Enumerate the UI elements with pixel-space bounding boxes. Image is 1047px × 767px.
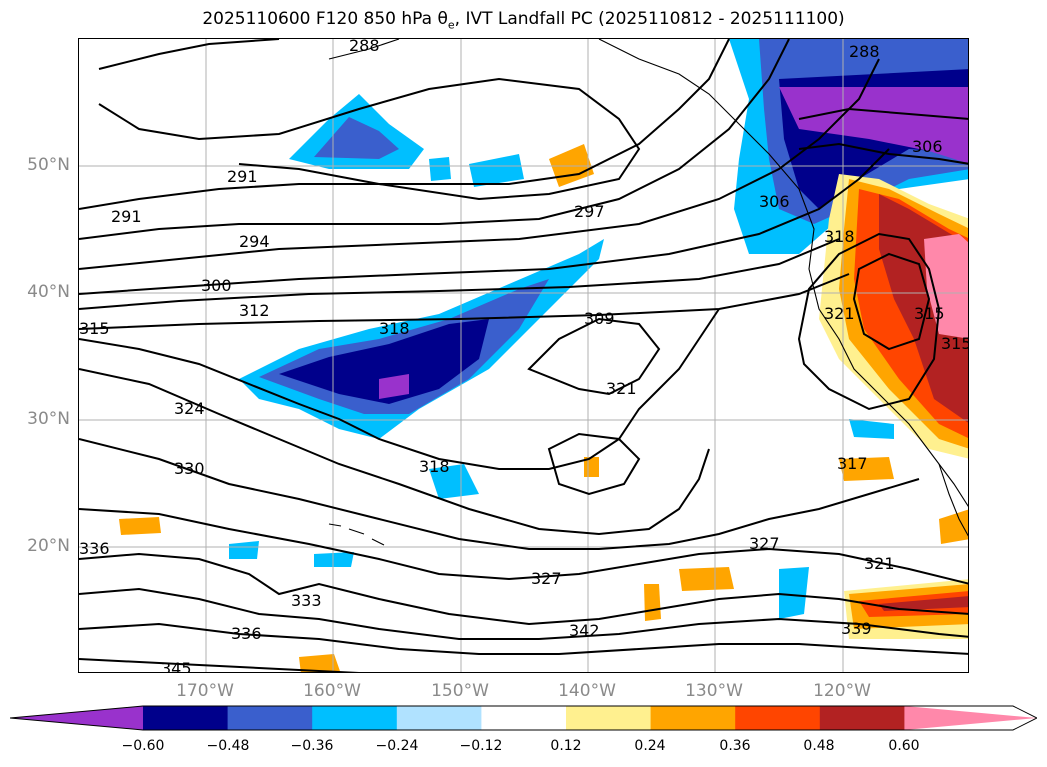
colorbar-swatch: [10, 706, 143, 730]
contour-label: 324: [174, 399, 205, 418]
contour-label: 318: [379, 319, 410, 338]
contour-label: 288: [849, 42, 880, 61]
shade-neg-nw-3: [469, 154, 524, 187]
contour-label: 294: [239, 232, 270, 251]
contour-label: 336: [231, 624, 262, 643]
lon-tick-label: 120°W: [813, 681, 871, 701]
map-gridlines: [79, 39, 968, 672]
contour-label: 330: [174, 459, 205, 478]
contour-label: 339: [841, 619, 872, 638]
shade-pos-coast-pink: [924, 234, 968, 339]
shade-pos-small-8: [939, 509, 968, 544]
colorbar-swatch: [735, 706, 821, 730]
shade-neg-small-3: [314, 552, 354, 567]
coastlines: [328, 39, 968, 546]
contour-label: 321: [606, 379, 637, 398]
lon-tick-label: 150°W: [431, 681, 489, 701]
shade-neg-band-purple: [379, 374, 409, 399]
colorbar-fills: [10, 706, 1037, 730]
contour-label: 317: [837, 454, 868, 473]
contour-label: 297: [574, 202, 605, 221]
coast-alaska: [328, 39, 800, 190]
contour-label: 288: [349, 39, 380, 55]
colorbar-swatch: [481, 706, 567, 730]
shade-pos-small-2: [119, 517, 161, 535]
lon-tick-label: 130°W: [685, 681, 743, 701]
contour-label: 345: [161, 659, 192, 673]
contour-label: 327: [531, 569, 562, 588]
shade-neg-small-1: [429, 464, 479, 499]
contour-label: 306: [912, 137, 943, 156]
colorbar-tick-label: −0.48: [206, 738, 250, 754]
colorbar-swatch: [143, 706, 229, 730]
contour-label: 318: [419, 457, 450, 476]
contour-label: 315: [914, 304, 945, 323]
coast-baja: [938, 463, 968, 537]
coast-hawaii: [328, 523, 385, 546]
colorbar-tick-label: 0.60: [888, 738, 920, 754]
colorbar-tick-label: −0.24: [375, 738, 419, 754]
contour-label: 333: [291, 591, 322, 610]
shade-neg-small-4: [779, 567, 809, 619]
lon-tick-label: 160°W: [303, 681, 361, 701]
shade-pos-small-5: [644, 584, 661, 621]
colorbar-tick-label: −0.60: [121, 738, 165, 754]
lon-tick-label: 140°W: [558, 681, 616, 701]
shade-pos-small-4: [679, 567, 734, 591]
theta-e-contours: [79, 39, 968, 672]
colorbar-tick-label: 0.48: [803, 738, 835, 754]
colorbar-swatch: [396, 706, 482, 730]
contour-label: 342: [569, 621, 600, 640]
lat-tick-label: 50°N: [27, 155, 70, 175]
contour-label: 309: [584, 309, 615, 328]
colorbar-tick-label: 0.12: [550, 738, 582, 754]
colorbar-tick-label: 0.36: [719, 738, 751, 754]
colorbar-tick-label: −0.36: [290, 738, 334, 754]
colorbar-swatch: [566, 706, 652, 730]
colorbar-swatch: [650, 706, 736, 730]
contour-label: 318: [824, 227, 855, 246]
contour-label: 336: [79, 539, 110, 558]
shade-neg-small-2: [229, 541, 259, 559]
shade-neg-band-navy: [279, 319, 489, 404]
lon-tick-label: 170°W: [176, 681, 234, 701]
shade-pos-small-7: [839, 457, 894, 481]
chart-title: 2025110600 F120 850 hPa θe, IVT Landfall…: [202, 9, 845, 32]
colorbar-tick-label: −0.12: [459, 738, 503, 754]
shade-pos-small-6: [299, 654, 341, 672]
colorbar-swatch: [227, 706, 313, 730]
contour-label: 315: [941, 334, 969, 353]
contour-label: 315: [79, 319, 110, 338]
contour-label: 306: [759, 192, 790, 211]
shade-neg-ne-purple: [779, 87, 968, 164]
lat-tick-label: 40°N: [27, 282, 70, 302]
contour-label: 321: [864, 554, 895, 573]
contour-labels: 288 288 291 291 294 297 300 306 306 309 …: [79, 39, 969, 673]
shade-neg-nw-2: [314, 117, 399, 159]
lat-tick-label: 30°N: [27, 409, 70, 429]
colorbar: [9, 705, 1039, 735]
contour-label: 291: [111, 207, 142, 226]
contour-label: 312: [239, 301, 270, 320]
contour-label: 300: [201, 276, 232, 295]
lat-tick-label: 20°N: [27, 536, 70, 556]
colorbar-swatch: [904, 706, 1037, 730]
shade-pos-sw-dark: [879, 596, 968, 611]
shade-neg-small-5: [849, 419, 894, 439]
colorbar-swatch: [312, 706, 398, 730]
colorbar-swatch: [819, 706, 905, 730]
ivt-pc-shading: [119, 39, 968, 672]
colorbar-tick-label: 0.24: [634, 738, 666, 754]
contour-label: 327: [749, 534, 780, 553]
contour-label: 291: [227, 167, 258, 186]
map-plot-area[interactable]: 288 288 291 291 294 297 300 306 306 309 …: [78, 38, 969, 673]
contour-label: 321: [824, 304, 855, 323]
shade-neg-nw-4: [429, 157, 451, 181]
